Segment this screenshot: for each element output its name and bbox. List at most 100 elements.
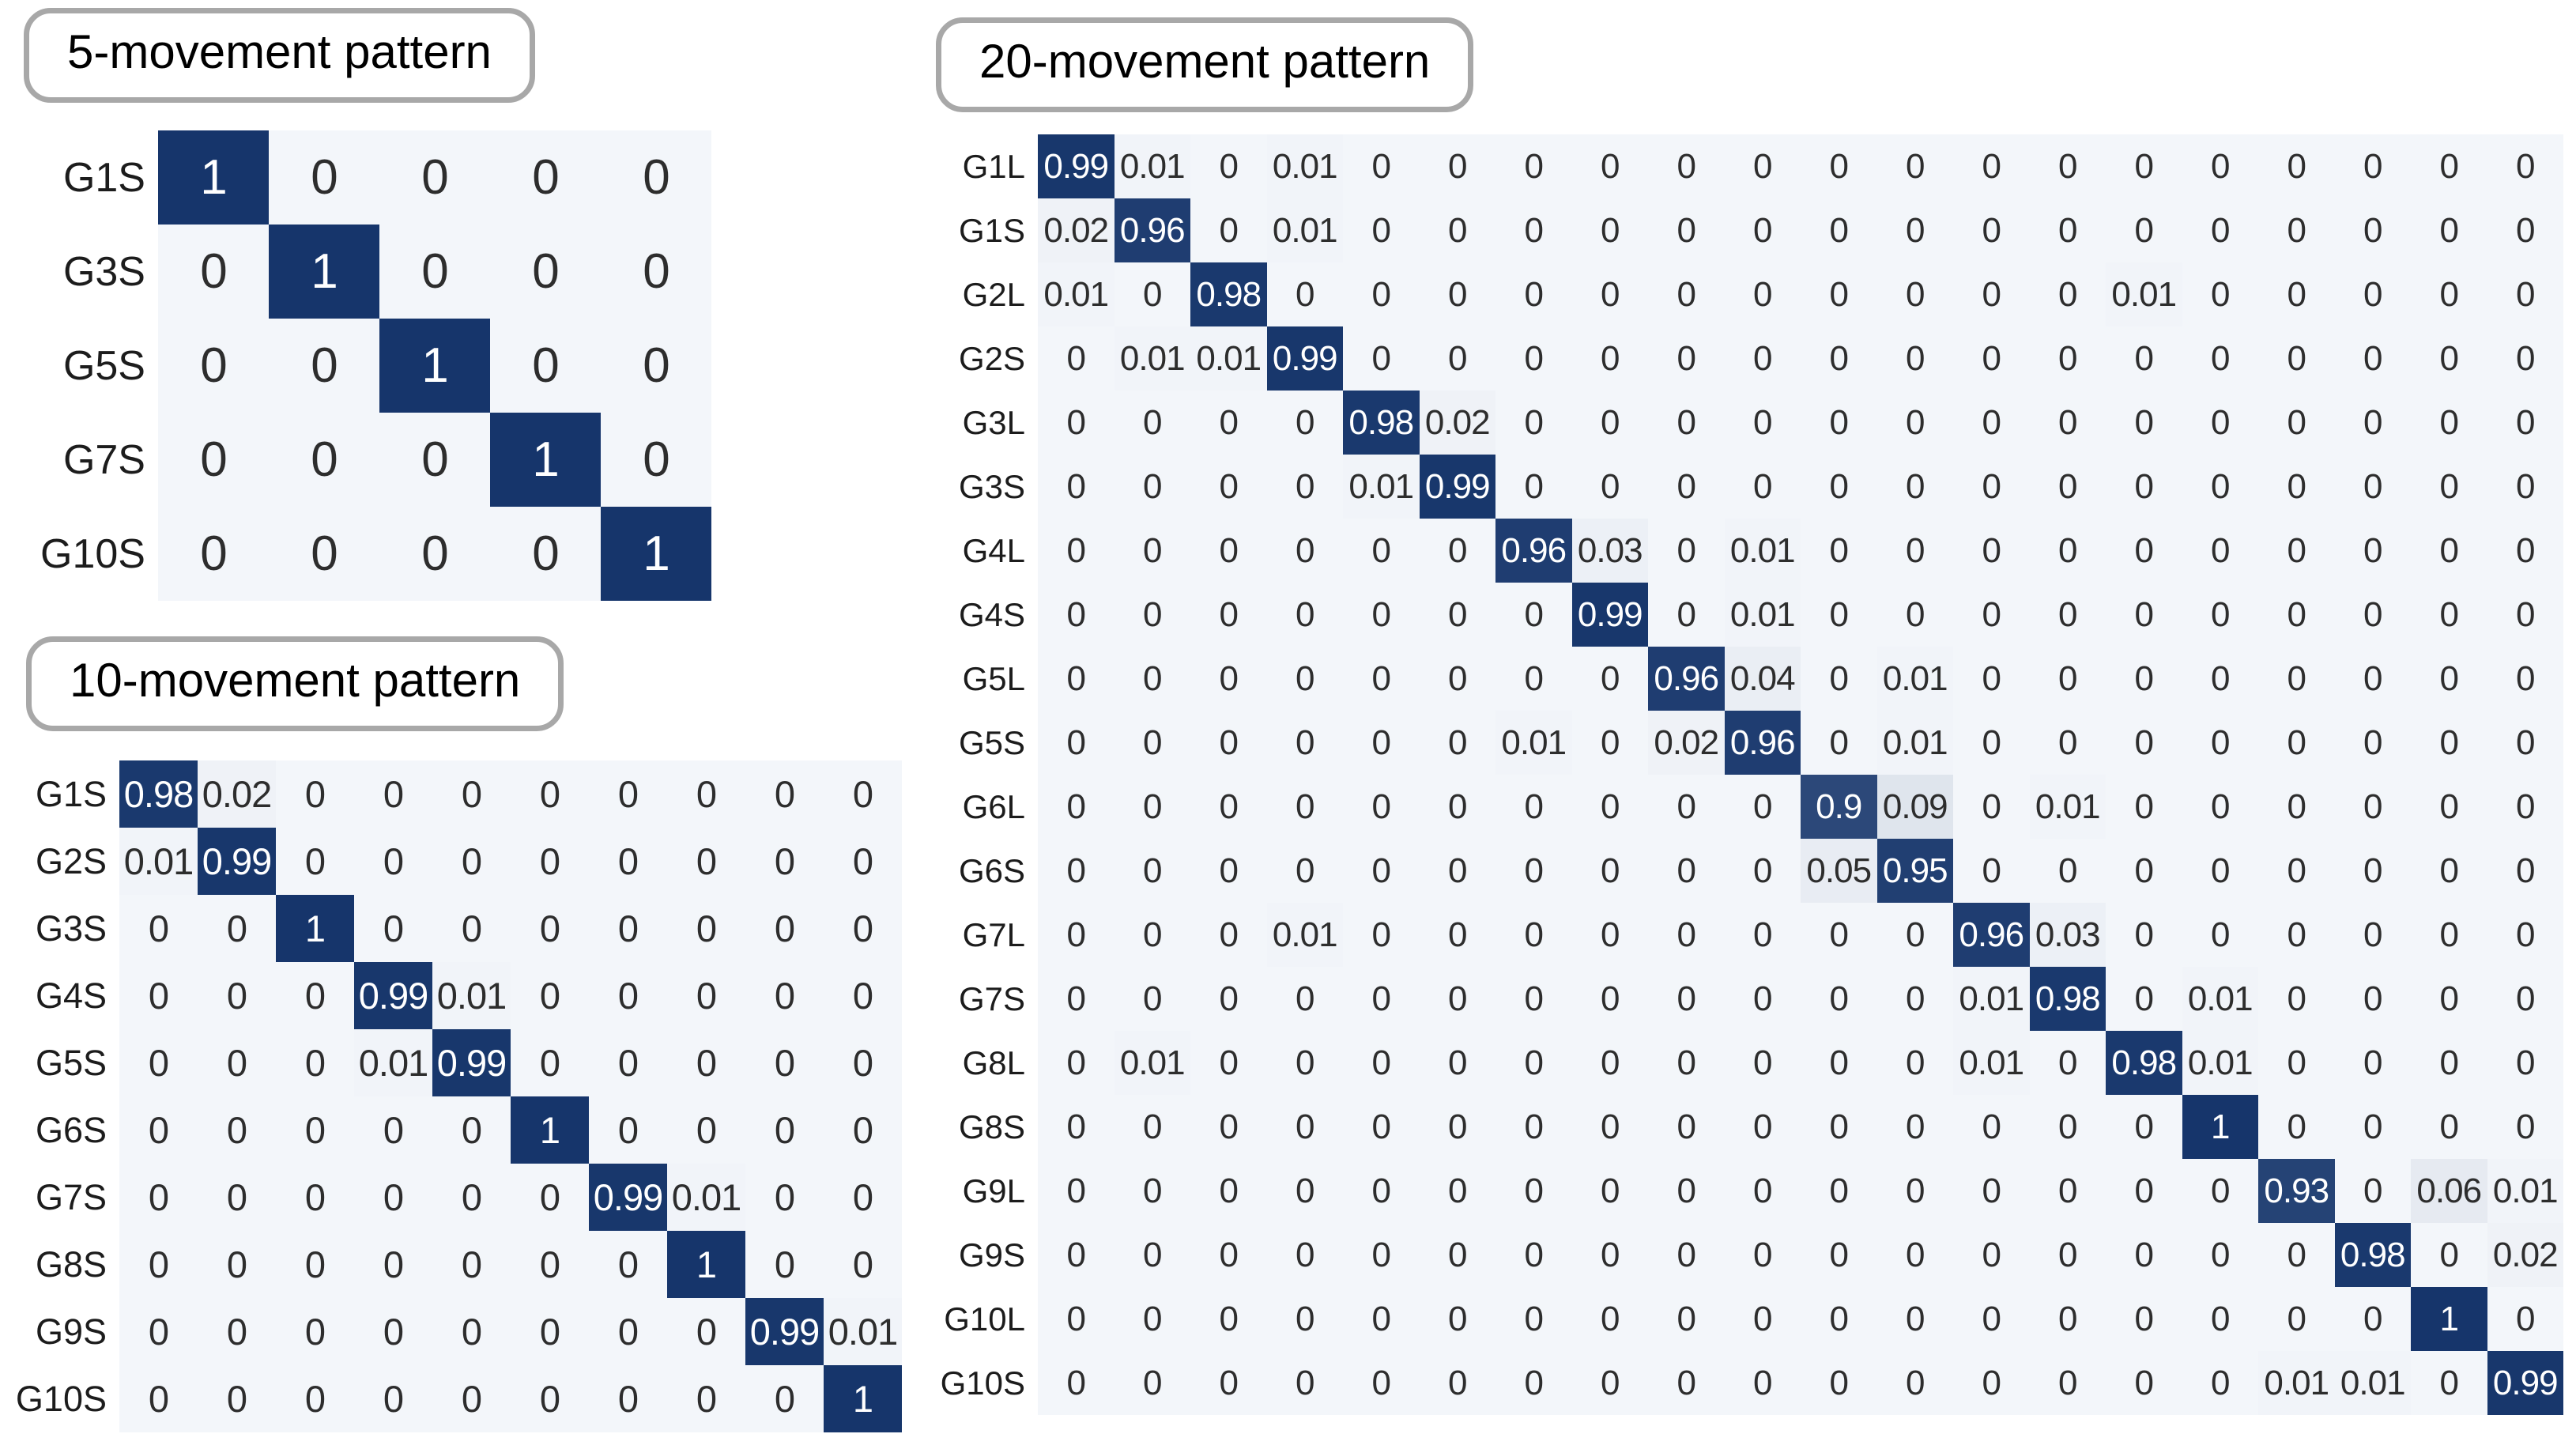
matrix-cell: 0: [1266, 711, 1343, 775]
matrix-cell: 0: [2106, 1351, 2182, 1415]
matrix-cell: 0: [2029, 583, 2106, 647]
matrix-cell: 0: [1419, 262, 1495, 326]
matrix-cell: 0: [1953, 711, 2030, 775]
confusion-matrix-10-movement: G1S 0.98 0.02 0 0 0 0 0 0 0 0 G2S 0.01 0.99 0 0 0 0 0 0 0 0 G3…: [6, 760, 902, 1432]
matrix-row: G7L 0 0 0 0.01 0 0 0 0 0 0 0 0 0.96 0.03 0 0 0 0 0 0: [915, 903, 2563, 967]
matrix-cell: 0.01: [2182, 967, 2258, 1031]
matrix-cell: 0.9: [1801, 775, 1877, 839]
matrix-cell: 0: [1190, 1351, 1267, 1415]
matrix-cell: 0: [1114, 1095, 1190, 1159]
matrix-row: G2L 0.01 0 0.98 0 0 0 0 0 0 0 0 0 0 0 0.01 0 0 0 0 0: [915, 262, 2563, 326]
matrix-cell: 0: [2334, 903, 2411, 967]
matrix-cell: 0: [2182, 198, 2258, 262]
matrix-cell: 0: [198, 1365, 276, 1432]
matrix-cell: 0.01: [824, 1298, 902, 1365]
matrix-cell: 0: [1495, 1351, 1572, 1415]
row-label: G1L: [962, 147, 1025, 185]
matrix-cell: 0: [2258, 583, 2335, 647]
matrix-cell: 0: [2258, 326, 2335, 391]
matrix-cell: 0: [1495, 1287, 1572, 1351]
matrix-row: G2S 0 0.01 0.01 0.99 0 0 0 0 0 0 0 0 0 0 0 0 0 0 0 0: [915, 326, 2563, 391]
matrix-cell: 0.02: [1038, 198, 1115, 262]
matrix-cell: 0: [1724, 455, 1801, 519]
matrix-cell: 1: [158, 130, 269, 225]
matrix-cell: 0: [1571, 839, 1648, 903]
matrix-cell: 0: [1571, 262, 1648, 326]
matrix-cell: 0: [2334, 1159, 2411, 1223]
matrix-cell: 0: [1190, 647, 1267, 711]
matrix-cell: 0: [119, 1096, 198, 1164]
matrix-cell: 0: [1876, 262, 1953, 326]
matrix-cell: 0: [2487, 1095, 2563, 1159]
matrix-row: G1S 0.02 0.96 0 0.01 0 0 0 0 0 0 0 0 0 0 0 0 0 0 0 0: [915, 198, 2563, 262]
matrix-cell: 0: [1419, 583, 1495, 647]
row-label: G9S: [35, 1311, 107, 1352]
matrix-cell: 0: [269, 413, 379, 507]
matrix-cell: 0: [2411, 583, 2487, 647]
matrix-cell: 0.01: [2106, 262, 2182, 326]
matrix-cell: 0: [198, 1164, 276, 1231]
matrix-cell: 0: [276, 1298, 354, 1365]
matrix-cell: 0: [667, 1096, 745, 1164]
matrix-cell: 0: [589, 895, 667, 962]
matrix-cell: 0: [1114, 711, 1190, 775]
matrix-cell: 0: [1038, 775, 1115, 839]
matrix-cell: 0: [2258, 903, 2335, 967]
matrix-cell: 0: [2258, 134, 2335, 198]
matrix-cell: 0.01: [1495, 711, 1572, 775]
matrix-cell: 0: [511, 1231, 589, 1298]
matrix-cell: 0: [2334, 583, 2411, 647]
matrix-cell: 0: [1953, 455, 2030, 519]
matrix-cell: 0: [2487, 198, 2563, 262]
matrix-cell: 0: [1419, 1031, 1495, 1095]
matrix-cell: 0: [745, 760, 824, 828]
matrix-cell: 0: [1114, 583, 1190, 647]
matrix-cell: 0: [1876, 1351, 1953, 1415]
matrix-cell: 0: [2334, 198, 2411, 262]
matrix-cell: 0: [1114, 839, 1190, 903]
matrix-cell: 0: [1724, 1223, 1801, 1287]
matrix-cell: 0: [2106, 967, 2182, 1031]
matrix-cell: 0: [2106, 198, 2182, 262]
matrix-cell: 0: [1801, 1095, 1877, 1159]
matrix-cell: 0.96: [1953, 903, 2030, 967]
matrix-cell: 0: [2411, 134, 2487, 198]
matrix-cell: 0: [1801, 1223, 1877, 1287]
matrix-cell: 0: [1266, 839, 1343, 903]
matrix-cell: 0: [1648, 903, 1725, 967]
matrix-cell: 0: [1343, 262, 1420, 326]
matrix-cell: 0: [745, 1164, 824, 1231]
matrix-cell: 0.96: [1495, 519, 1572, 583]
matrix-cell: 0.02: [1648, 711, 1725, 775]
matrix-cell: 0: [2258, 1031, 2335, 1095]
matrix-cell: 0: [1495, 198, 1572, 262]
matrix-cell: 0.99: [1266, 326, 1343, 391]
matrix-row: G10S 0 0 0 0 0 0 0 0 0 1: [6, 1365, 902, 1432]
matrix-cell: 0: [2258, 967, 2335, 1031]
matrix-cell: 0.98: [1190, 262, 1267, 326]
matrix-cell: 0: [1876, 967, 1953, 1031]
matrix-cell: 0: [2334, 647, 2411, 711]
matrix-cell: 0: [2258, 391, 2335, 455]
matrix-cell: 0: [2182, 839, 2258, 903]
matrix-cell: 0: [667, 1029, 745, 1096]
matrix-cell: 0: [1953, 1159, 2030, 1223]
matrix-cell: 0: [589, 760, 667, 828]
matrix-cell: 0: [2334, 326, 2411, 391]
matrix-cell: 0: [1953, 1351, 2030, 1415]
matrix-row: G4S 0 0 0 0.99 0.01 0 0 0 0 0: [6, 962, 902, 1029]
matrix-cell: 0.96: [1648, 647, 1725, 711]
matrix-cell: 0: [379, 507, 490, 601]
row-label: G2S: [958, 339, 1025, 377]
matrix-row: G6S 0 0 0 0 0 0 0 0 0 0 0.05 0.95 0 0 0 0 0 0 0 0: [915, 839, 2563, 903]
matrix-cell: 0: [2411, 198, 2487, 262]
matrix-cell: 1: [379, 319, 490, 413]
matrix-cell: 0: [1724, 1095, 1801, 1159]
matrix-cell: 0.03: [2029, 903, 2106, 967]
matrix-cell: 0: [1876, 583, 1953, 647]
matrix-cell: 0: [1419, 775, 1495, 839]
matrix-cell: 0: [745, 1365, 824, 1432]
matrix-cell: 0: [1801, 1159, 1877, 1223]
matrix-cell: 0: [2487, 903, 2563, 967]
